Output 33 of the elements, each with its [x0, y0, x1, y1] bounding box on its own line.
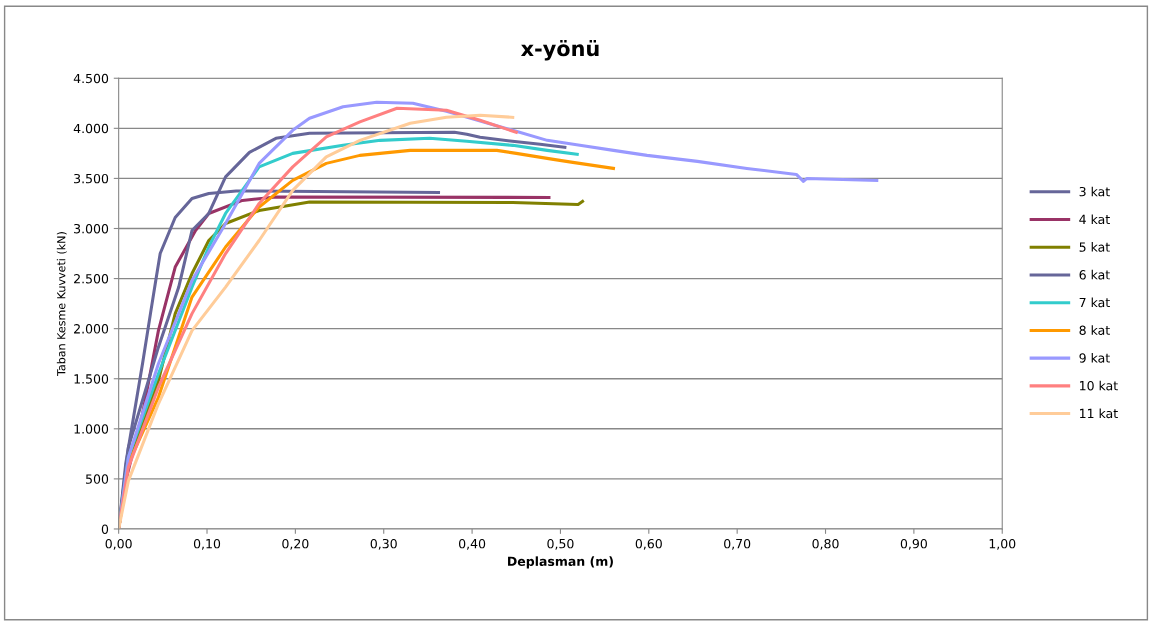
- x-tick-label: 0,40: [459, 538, 486, 550]
- x-axis-title: Deplasman (m): [508, 556, 613, 569]
- y-tick-label: 3.500: [74, 173, 109, 184]
- y-tick-label: 2.500: [74, 274, 109, 284]
- legend-label: 4 kat: [1079, 214, 1110, 225]
- y-tick-label: 0: [101, 524, 109, 534]
- y-tick-label: 1.000: [74, 424, 109, 434]
- x-tick-label: 0,30: [370, 538, 397, 550]
- y-tick-label: 4.000: [73, 123, 109, 134]
- legend-label: 7 kat: [1079, 297, 1110, 308]
- x-tick-label: 0,10: [193, 538, 221, 550]
- x-tick-label: 0,60: [635, 538, 662, 550]
- legend-label: 10 kat: [1080, 380, 1118, 391]
- y-axis-title: Taban Kesme Kuvveti (kN): [56, 232, 67, 377]
- x-tick-label: 0,00: [105, 538, 132, 550]
- y-tick-label: 500: [86, 474, 109, 484]
- y-tick-label: 2.000: [74, 324, 109, 334]
- x-tick-label: 0,20: [282, 538, 309, 550]
- chart-title: x-yönü: [520, 39, 599, 61]
- legend-label: 8 kat: [1079, 325, 1110, 335]
- x-tick-label: 0,80: [812, 538, 839, 550]
- legend-label: 9 kat: [1079, 353, 1110, 363]
- legend-label: 3 kat: [1079, 186, 1110, 197]
- legend-label: 5 kat: [1079, 242, 1110, 252]
- x-tick-label: 1,00: [989, 538, 1016, 550]
- x-tick-label: 0,50: [547, 538, 574, 550]
- x-tick-label: 0,90: [900, 538, 927, 550]
- y-tick-label: 4.500: [73, 73, 109, 84]
- y-tick-label: 3.000: [74, 223, 109, 234]
- x-tick-label: 0,70: [724, 538, 751, 550]
- legend-label: 11 kat: [1080, 408, 1118, 419]
- legend-label: 6 kat: [1079, 269, 1110, 280]
- y-tick-label: 1.500: [74, 374, 109, 384]
